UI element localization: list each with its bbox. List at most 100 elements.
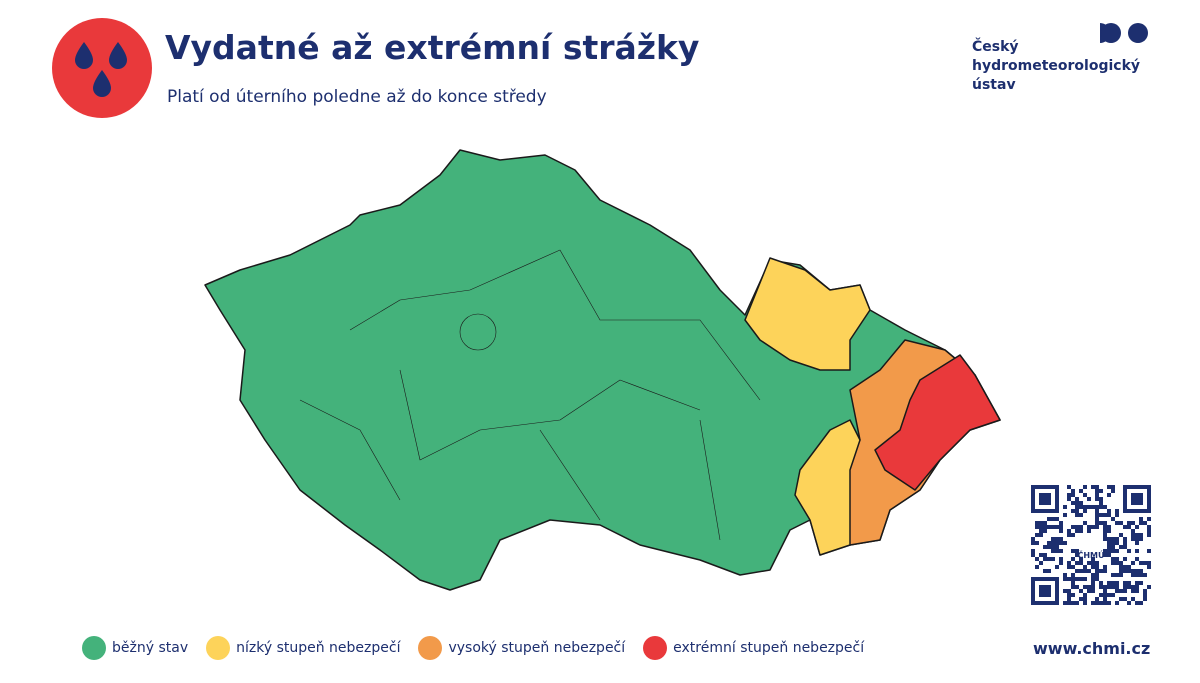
- qr-module: [1067, 577, 1071, 581]
- qr-module: [1071, 557, 1075, 561]
- legend: běžný stav nízký stupeň nebezpečí vysoký s…: [82, 636, 864, 660]
- qr-module: [1147, 529, 1151, 533]
- qr-module: [1055, 545, 1059, 549]
- qr-module: [1051, 545, 1055, 549]
- qr-module: [1123, 525, 1127, 529]
- qr-module: [1103, 529, 1107, 533]
- qr-module: [1039, 525, 1043, 529]
- qr-module: [1139, 569, 1143, 573]
- qr-module: [1095, 573, 1099, 577]
- qr-module: [1123, 545, 1127, 549]
- qr-module: [1095, 505, 1099, 509]
- qr-module: [1131, 573, 1135, 577]
- qr-module: [1119, 533, 1123, 537]
- qr-module: [1107, 541, 1111, 545]
- qr-module: [1071, 549, 1075, 553]
- qr-module: [1119, 573, 1123, 577]
- qr-module: [1127, 565, 1131, 569]
- qr-module: [1135, 589, 1139, 593]
- qr-module: [1087, 497, 1091, 501]
- qr-module: [1107, 593, 1111, 597]
- qr-module: [1139, 517, 1143, 521]
- qr-module: [1071, 581, 1075, 585]
- map: [204, 149, 1001, 591]
- qr-module: [1087, 505, 1091, 509]
- legend-label: nízký stupeň nebezpečí: [236, 640, 401, 656]
- qr-module: [1095, 577, 1099, 581]
- qr-module: [1067, 593, 1071, 597]
- qr-module: [1131, 529, 1135, 533]
- qr-module: [1067, 529, 1071, 533]
- qr-module: [1067, 533, 1071, 537]
- qr-module: [1051, 537, 1055, 541]
- logo-text: Český hydrometeorologický ústav: [972, 38, 1140, 95]
- qr-module: [1115, 557, 1119, 561]
- qr-module: [1111, 573, 1115, 577]
- qr-module: [1115, 537, 1119, 541]
- qr-module: [1059, 541, 1063, 545]
- qr-module: [1107, 549, 1111, 553]
- qr-module: [1083, 565, 1087, 569]
- qr-module: [1095, 493, 1099, 497]
- qr-module: [1103, 593, 1107, 597]
- qr-module: [1051, 541, 1055, 545]
- qr-module: [1075, 509, 1079, 513]
- qr-module: [1091, 577, 1095, 581]
- legend-swatch: [643, 636, 668, 660]
- qr-module: [1095, 597, 1099, 601]
- qr-module: [1083, 597, 1087, 601]
- qr-module: [1111, 561, 1115, 565]
- qr-module: [1087, 561, 1091, 565]
- legend-swatch: [418, 636, 443, 660]
- qr-module: [1067, 601, 1071, 605]
- qr-module: [1059, 561, 1063, 565]
- qr-module: [1143, 573, 1147, 577]
- qr-module: [1087, 569, 1091, 573]
- qr-module: [1047, 569, 1051, 573]
- qr-module: [1043, 545, 1047, 549]
- qr-module: [1099, 581, 1103, 585]
- qr-module: [1071, 593, 1075, 597]
- qr-module: [1087, 529, 1091, 533]
- qr-module: [1115, 573, 1119, 577]
- qr-module: [1111, 549, 1115, 553]
- qr-module: [1067, 485, 1071, 489]
- legend-item: běžný stav: [82, 636, 188, 660]
- qr-module: [1099, 505, 1103, 509]
- qr-module: [1095, 561, 1099, 565]
- qr-module: [1127, 525, 1131, 529]
- qr-module: [1107, 529, 1111, 533]
- qr-module: [1083, 601, 1087, 605]
- qr-module: [1115, 581, 1119, 585]
- qr-module: [1071, 573, 1075, 577]
- qr-module: [1075, 569, 1079, 573]
- qr-module: [1063, 513, 1067, 517]
- qr-module: [1043, 557, 1047, 561]
- title: Vydatné až extrémní strážky: [165, 28, 700, 67]
- qr-module: [1055, 565, 1059, 569]
- qr-module: [1071, 509, 1075, 513]
- qr-module: [1063, 573, 1067, 577]
- qr-module: [1107, 585, 1111, 589]
- qr-module: [1131, 537, 1135, 541]
- qr-module: [1079, 569, 1083, 573]
- qr-module: [1071, 533, 1075, 537]
- qr-module: [1043, 569, 1047, 573]
- qr-module: [1111, 537, 1115, 541]
- qr-module: [1119, 545, 1123, 549]
- qr-module: [1143, 521, 1147, 525]
- qr-module: [1075, 553, 1079, 557]
- qr-module: [1075, 577, 1079, 581]
- qr-module: [1103, 505, 1107, 509]
- qr-module: [1139, 561, 1143, 565]
- qr-module: [1107, 581, 1111, 585]
- qr-module: [1095, 509, 1099, 513]
- qr-module: [1043, 525, 1047, 529]
- qr-module: [1103, 569, 1107, 573]
- qr-module: [1131, 533, 1135, 537]
- qr-module: [1031, 549, 1035, 553]
- qr-module: [1055, 517, 1059, 521]
- district-lines: [299, 249, 761, 541]
- qr-module: [1039, 493, 1051, 505]
